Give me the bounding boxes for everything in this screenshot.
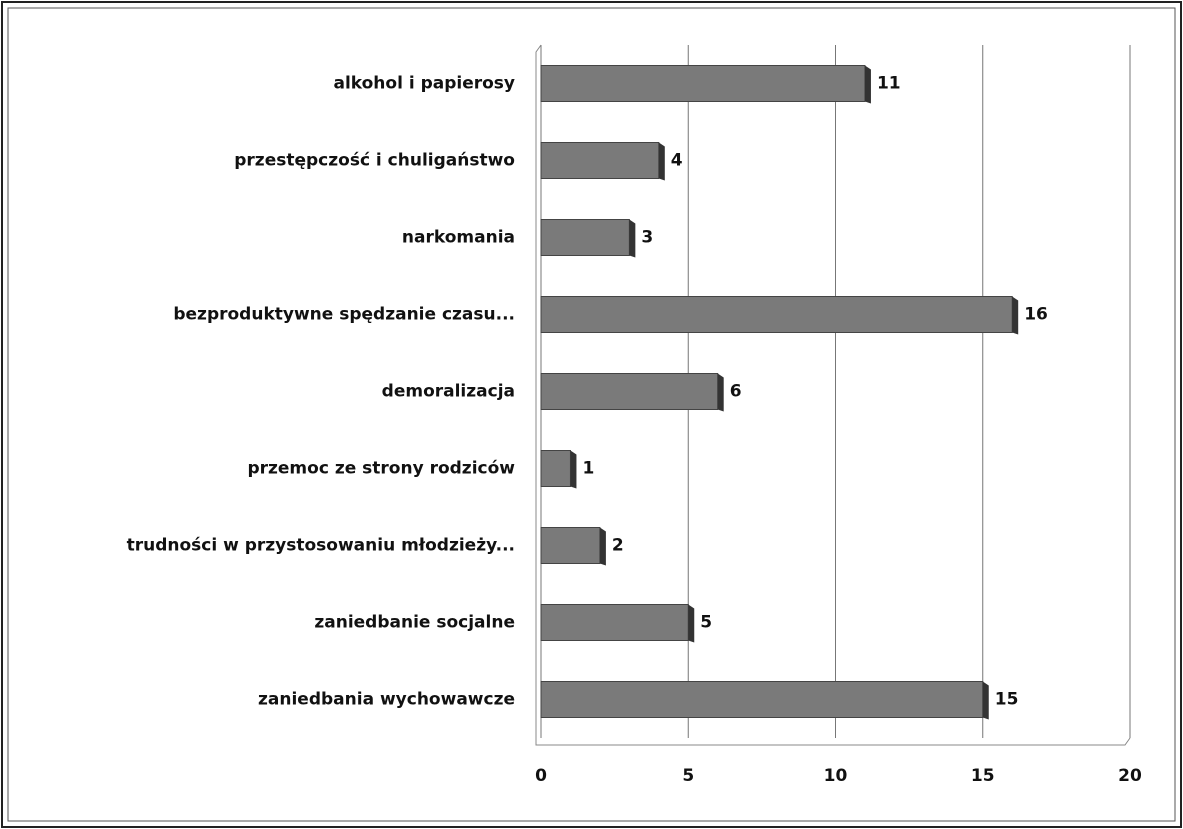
y-tick-label: narkomania	[402, 228, 515, 248]
bar-cap	[658, 142, 665, 181]
bar-cap	[717, 373, 724, 412]
value-label: 4	[671, 151, 683, 171]
bar	[540, 142, 660, 179]
bar	[540, 681, 984, 718]
value-label: 11	[877, 74, 901, 94]
value-label: 6	[730, 382, 742, 402]
bar	[540, 373, 719, 410]
bar	[540, 296, 1013, 333]
bar-cap	[1012, 296, 1019, 335]
y-tick-label: przemoc ze strony rodziców	[247, 459, 515, 479]
value-label: 15	[995, 690, 1019, 710]
value-label: 16	[1024, 305, 1048, 325]
bar-cap	[982, 681, 989, 720]
y-tick-label: trudności w przystosowaniu młodzieży...	[127, 536, 515, 556]
bar-cap	[570, 450, 577, 489]
value-label: 3	[641, 228, 653, 248]
y-tick-label: przestępczość i chuligaństwo	[234, 151, 515, 171]
value-label: 2	[612, 536, 624, 556]
inner-frame	[7, 7, 1176, 822]
x-tick-label: 20	[1118, 766, 1142, 786]
x-tick-label: 5	[682, 766, 694, 786]
value-label: 5	[700, 613, 712, 633]
y-tick-label: zaniedbanie socjalne	[314, 613, 515, 633]
bar-cap	[864, 65, 871, 104]
y-tick-label: bezproduktywne spędzanie czasu...	[173, 305, 515, 325]
bar	[540, 65, 866, 102]
bar	[540, 604, 689, 641]
value-label: 1	[582, 459, 594, 479]
bar-cap	[599, 527, 606, 566]
x-tick-label: 15	[971, 766, 995, 786]
bar	[540, 527, 601, 564]
y-tick-label: demoralizacja	[382, 382, 515, 402]
bar-cap	[629, 219, 636, 258]
x-tick-label: 10	[824, 766, 848, 786]
y-tick-label: zaniedbania wychowawcze	[258, 690, 515, 710]
y-tick-label: alkohol i papierosy	[333, 74, 515, 94]
bar	[540, 450, 571, 487]
bar-cap	[688, 604, 695, 643]
x-tick-label: 0	[535, 766, 547, 786]
bar	[540, 219, 630, 256]
plot-floor	[535, 44, 1131, 746]
